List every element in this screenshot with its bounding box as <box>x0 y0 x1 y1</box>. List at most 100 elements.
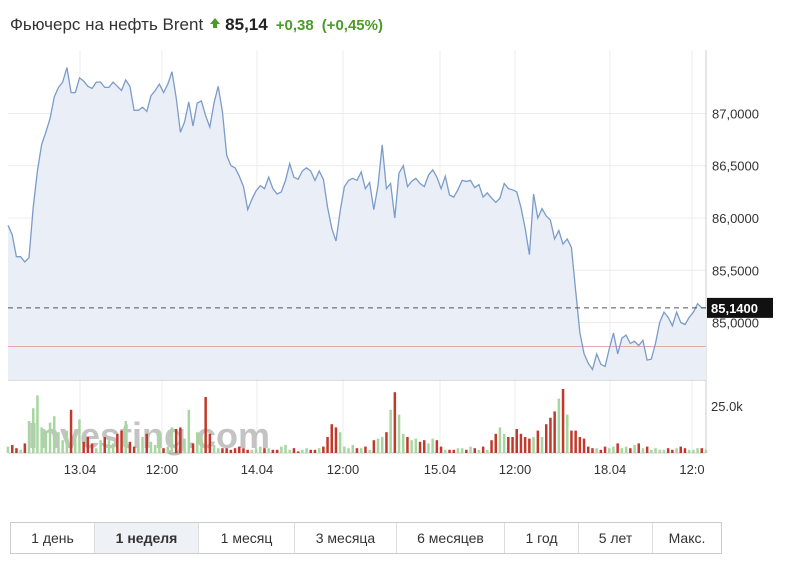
volume-bar <box>557 398 561 453</box>
volume-bar <box>536 430 540 453</box>
volume-bar <box>267 448 270 453</box>
volume-bar <box>57 432 60 453</box>
volume-bar <box>633 445 636 453</box>
last-price-label: 85,1400 <box>711 301 758 316</box>
volume-bar <box>498 427 502 453</box>
x-tick-label: 15.04 <box>424 462 457 477</box>
volume-bars <box>6 389 708 453</box>
volume-bar <box>23 443 27 453</box>
volume-bar <box>221 448 224 453</box>
volume-bar <box>149 441 153 453</box>
volume-bar <box>456 448 460 453</box>
volume-bar <box>650 449 653 453</box>
last-price: 85,14 <box>225 15 268 34</box>
x-tick-label: 12:0 <box>679 462 704 477</box>
volume-bar <box>6 446 10 453</box>
volume-bar <box>343 446 346 453</box>
volume-bar <box>153 445 157 453</box>
volume-bar <box>427 443 430 453</box>
volume-bar <box>444 449 447 453</box>
period-tab[interactable]: 1 месяц <box>199 523 295 553</box>
volume-bar <box>158 430 161 453</box>
volume-bar <box>662 449 666 453</box>
volume-bar <box>326 437 329 453</box>
period-tab[interactable]: 1 год <box>505 523 579 553</box>
volume-bar <box>599 449 603 453</box>
volume-bar <box>280 446 283 453</box>
volume-bar <box>292 448 296 453</box>
x-tick-label: 12:00 <box>499 462 532 477</box>
period-tab[interactable]: 1 неделя <box>95 523 199 553</box>
volume-bar <box>658 449 661 453</box>
volume-bar <box>608 448 611 453</box>
period-tab[interactable]: 3 месяца <box>295 523 397 553</box>
x-tick-label: 13.04 <box>64 462 97 477</box>
volume-bar <box>296 451 300 453</box>
y-tick-label: 87,0000 <box>712 106 759 121</box>
volume-bar <box>439 446 443 453</box>
volume-bar <box>82 441 85 453</box>
volume-bar <box>301 449 304 453</box>
volume-bar <box>124 421 127 453</box>
volume-bar <box>578 437 582 453</box>
investing-logo: Investing.com <box>28 415 270 456</box>
volume-bar <box>654 448 657 453</box>
volume-bar <box>271 449 275 453</box>
volume-bar <box>145 433 148 453</box>
volume-bar <box>692 449 695 453</box>
volume-bar <box>549 417 552 453</box>
volume-bar <box>528 438 531 453</box>
price-change: +0,38 <box>275 16 314 34</box>
volume-bar <box>574 430 577 453</box>
period-tab[interactable]: 1 день <box>11 523 95 553</box>
last-price-marker: 85,1400 <box>707 297 773 318</box>
volume-bar <box>187 409 191 453</box>
volume-bar <box>502 433 506 453</box>
volume-bar <box>305 448 308 453</box>
volume-bar <box>229 449 233 453</box>
x-tick-label: 12:00 <box>327 462 360 477</box>
volume-bar <box>15 448 18 453</box>
volume-bar <box>700 448 703 453</box>
volume-bar <box>465 449 468 453</box>
volume-bar <box>19 449 22 453</box>
volume-bar <box>616 443 619 453</box>
volume-bar <box>107 440 111 453</box>
price-line <box>7 67 706 372</box>
volume-bar <box>397 414 401 453</box>
price-change-percent: (+0,45%) <box>321 16 383 34</box>
x-tick-label: 12:00 <box>146 462 179 477</box>
volume-bar <box>469 446 472 453</box>
y-tick-label: 85,5000 <box>712 263 759 278</box>
volume-bar <box>545 424 548 453</box>
volume-bar <box>330 424 333 453</box>
volume-bar <box>284 445 287 453</box>
volume-bar <box>481 446 485 453</box>
volume-bar <box>74 438 77 453</box>
volume-bar <box>519 433 523 453</box>
volume-bar <box>259 446 262 453</box>
volume-bar <box>120 430 123 453</box>
volume-bar <box>263 448 266 453</box>
period-tab[interactable]: Макс. <box>668 530 706 546</box>
volume-bar <box>95 448 98 453</box>
volume-bar <box>162 448 165 453</box>
volume-bar <box>208 433 212 453</box>
volume-bar <box>166 446 169 453</box>
quote-header: Фьючерс на нефть Brent 85,14 +0,38 (+0,4… <box>10 12 383 38</box>
volume-bar <box>322 446 325 453</box>
volume-bar <box>603 446 607 453</box>
volume-bar <box>435 440 439 453</box>
volume-bar <box>452 449 455 453</box>
volume-bar <box>217 448 220 453</box>
volume-bar <box>645 446 649 453</box>
period-tab[interactable]: 6 месяцев <box>397 523 505 553</box>
volume-bar <box>679 446 682 453</box>
volume-bar <box>683 448 687 453</box>
volume-bar <box>490 440 493 453</box>
volume-bar <box>44 430 48 453</box>
period-tab[interactable]: 5 лет <box>579 523 653 553</box>
volume-bar <box>448 449 451 453</box>
volume-bar <box>233 448 237 453</box>
volume-bar <box>338 432 342 453</box>
